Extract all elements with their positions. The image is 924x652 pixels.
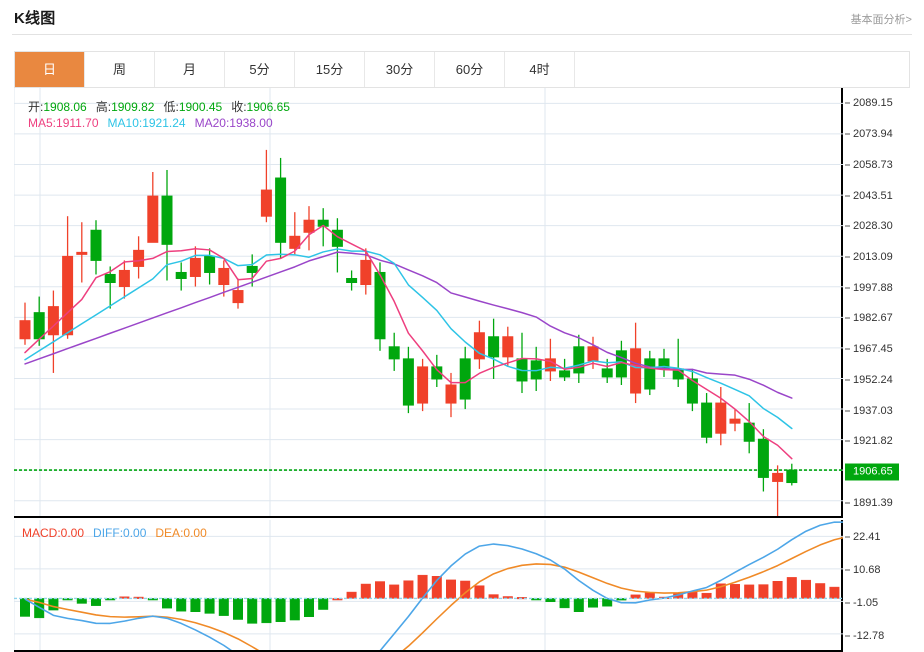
price-tick-mark [845,195,850,197]
price-axis-tick-label: 2028.30 [853,220,893,233]
price-tick-mark [845,164,850,166]
macd-tick-mark [845,569,850,571]
price-axis-tick-label: 2089.15 [853,97,893,110]
last-price-badge: 1906.65 [845,463,899,481]
macd-series [14,521,843,650]
price-tick-mark [845,133,850,135]
price-tick-mark [845,225,850,227]
price-tick-mark [845,440,850,442]
price-tick-mark [845,256,850,258]
tab-7[interactable]: 60分 [435,52,505,87]
macd-tick-mark [845,602,850,604]
macd-pane: MACD:0.00 DIFF:0.00 DEA:0.00 22.41 10.68 -1.… [0,520,924,652]
price-axis-tick-label: 1921.82 [853,435,893,448]
price-tick-mark [845,317,850,319]
chart-area: 开:1908.06 高:1909.82 低:1900.45 收:1906.65 MA5… [0,88,924,652]
price-tick-mark [845,102,850,104]
price-axis-tick-label: 1997.88 [853,281,893,294]
price-tick-mark [845,348,850,350]
price-tick-mark [845,502,850,504]
tab-3[interactable]: 月 [155,52,225,87]
header-divider [12,34,912,35]
macd-tick-mark [845,635,850,637]
fundamental-analysis-link[interactable]: 基本面分析> [850,14,912,26]
tab-4[interactable]: 5分 [225,52,295,87]
price-tick-mark [845,410,850,412]
price-axis-tick-label: 2073.94 [853,128,893,141]
tab-8[interactable]: 4时 [505,52,575,87]
macd-gridlines [14,520,843,650]
macd-axis-tick-label: -12.78 [853,629,885,642]
price-axis-labels: 2089.15 2073.94 2058.73 2043.51 2028.30 2013.… [845,88,924,518]
price-pane: 开:1908.06 高:1909.82 低:1900.45 收:1906.65 MA5… [0,88,924,518]
macd-plot-area[interactable] [14,520,843,652]
price-axis-tick-label: 1982.67 [853,312,893,325]
price-axis-tick-label: 2013.09 [853,250,893,263]
price-axis-tick-label: 2043.51 [853,189,893,202]
price-axis-tick-label: 1952.24 [853,373,893,386]
candlestick-series [14,149,843,516]
macd-axis-labels: 22.41 10.68 -1.05 -12.78 [845,520,924,652]
price-plot-area[interactable] [14,88,843,518]
tab-2[interactable]: 周 [85,52,155,87]
tab-6[interactable]: 30分 [365,52,435,87]
macd-axis-tick-label: 10.68 [853,563,881,576]
page-header: K线图 基本面分析> [0,0,924,35]
tab-1[interactable]: 日 [15,52,85,87]
price-axis-tick-label: 2058.73 [853,158,893,171]
page-title: K线图 [14,10,56,27]
macd-tick-mark [845,536,850,538]
macd-axis-tick-label: -1.05 [853,596,879,609]
price-axis-tick-label: 1937.03 [853,404,893,417]
macd-axis-tick-label: 22.41 [853,530,881,543]
period-tab-bar: 日周月 5分 15分 30分 60分 4时 [14,51,910,88]
price-tick-mark [845,287,850,289]
price-tick-mark [845,379,850,381]
tab-bar-filler [575,52,909,87]
price-axis-tick-label: 1967.45 [853,343,893,356]
price-axis-tick-label: 1891.39 [853,496,893,509]
tab-5[interactable]: 15分 [295,52,365,87]
